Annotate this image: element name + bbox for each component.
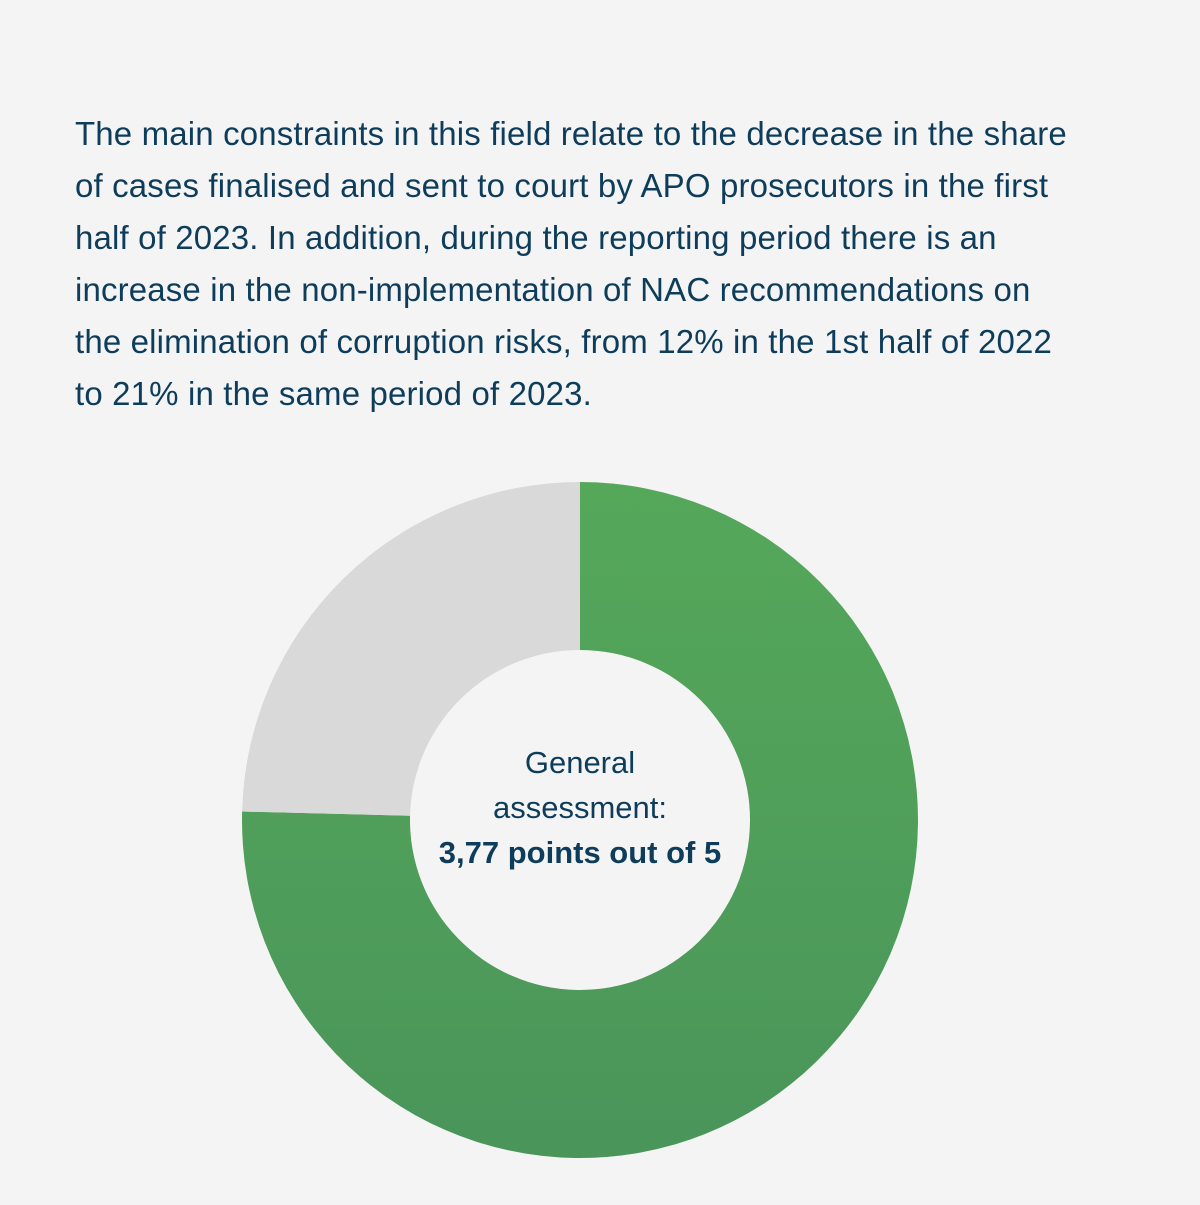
center-label-score: 3,77 points out of 5 xyxy=(438,835,722,870)
center-label-line-2: assessment: xyxy=(492,790,667,825)
center-label-line-1: General xyxy=(524,745,636,780)
donut-slice-score xyxy=(242,482,919,1158)
donut-slice-remainder xyxy=(242,482,580,816)
intro-paragraph: The main constraints in this field relat… xyxy=(75,115,1067,412)
chart-center-label: General assessment: 3,77 points out of 5 xyxy=(430,740,730,875)
